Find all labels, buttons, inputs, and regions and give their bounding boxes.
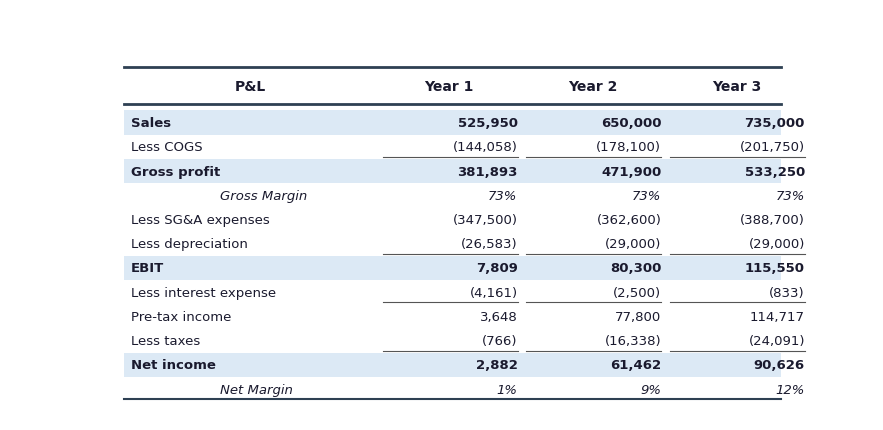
- Text: 735,000: 735,000: [744, 117, 805, 130]
- Text: 12%: 12%: [775, 383, 805, 396]
- Text: 2,882: 2,882: [476, 359, 517, 372]
- Text: 381,893: 381,893: [457, 165, 517, 178]
- Text: (178,100): (178,100): [596, 141, 661, 154]
- Text: (144,058): (144,058): [453, 141, 517, 154]
- Text: 73%: 73%: [775, 189, 805, 202]
- Text: Pre-tax income: Pre-tax income: [131, 310, 231, 323]
- Text: (24,091): (24,091): [749, 335, 805, 347]
- Text: Gross profit: Gross profit: [131, 165, 220, 178]
- Text: 471,900: 471,900: [601, 165, 661, 178]
- Text: 61,462: 61,462: [610, 359, 661, 372]
- Text: (766): (766): [482, 335, 517, 347]
- Text: 650,000: 650,000: [600, 117, 661, 130]
- Text: Year 2: Year 2: [568, 80, 617, 93]
- Bar: [124, 256, 781, 280]
- Text: Year 1: Year 1: [425, 80, 474, 93]
- Bar: [124, 111, 781, 135]
- Text: 9%: 9%: [640, 383, 661, 396]
- Bar: [124, 160, 781, 184]
- Text: 1%: 1%: [496, 383, 517, 396]
- Text: (833): (833): [769, 286, 805, 299]
- Text: (2,500): (2,500): [613, 286, 661, 299]
- Text: 90,626: 90,626: [754, 359, 805, 372]
- Text: Less depreciation: Less depreciation: [131, 238, 248, 251]
- Text: EBIT: EBIT: [131, 262, 164, 275]
- Text: Less COGS: Less COGS: [131, 141, 202, 154]
- Text: 80,300: 80,300: [610, 262, 661, 275]
- Text: 114,717: 114,717: [750, 310, 805, 323]
- Text: (29,000): (29,000): [749, 238, 805, 251]
- Text: 115,550: 115,550: [745, 262, 805, 275]
- Text: (201,750): (201,750): [740, 141, 805, 154]
- Text: (4,161): (4,161): [470, 286, 517, 299]
- Text: Sales: Sales: [131, 117, 171, 130]
- Text: 3,648: 3,648: [479, 310, 517, 323]
- Text: 525,950: 525,950: [457, 117, 517, 130]
- Text: P&L: P&L: [235, 80, 267, 93]
- Text: 533,250: 533,250: [744, 165, 805, 178]
- Text: 73%: 73%: [488, 189, 517, 202]
- Text: (388,700): (388,700): [740, 213, 805, 227]
- Text: (362,600): (362,600): [596, 213, 661, 227]
- Text: 77,800: 77,800: [615, 310, 661, 323]
- Text: 73%: 73%: [632, 189, 661, 202]
- Text: (29,000): (29,000): [605, 238, 661, 251]
- Text: (16,338): (16,338): [605, 335, 661, 347]
- Text: (347,500): (347,500): [453, 213, 517, 227]
- Text: Less SG&A expenses: Less SG&A expenses: [131, 213, 269, 227]
- Text: Net Margin: Net Margin: [220, 383, 293, 396]
- Bar: [124, 353, 781, 377]
- Text: Net income: Net income: [131, 359, 215, 372]
- Text: (26,583): (26,583): [461, 238, 517, 251]
- Text: 7,809: 7,809: [476, 262, 517, 275]
- Text: Gross Margin: Gross Margin: [220, 189, 307, 202]
- Text: Year 3: Year 3: [712, 80, 761, 93]
- Text: Less taxes: Less taxes: [131, 335, 200, 347]
- Text: Less interest expense: Less interest expense: [131, 286, 276, 299]
